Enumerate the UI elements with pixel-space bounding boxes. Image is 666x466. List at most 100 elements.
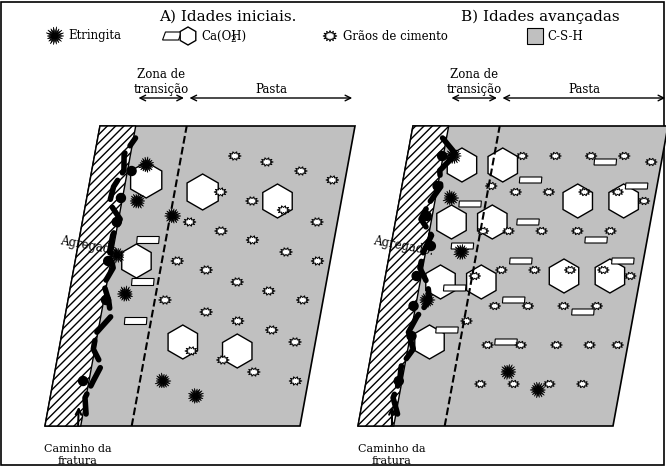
Polygon shape	[489, 302, 501, 310]
Polygon shape	[415, 325, 444, 359]
Polygon shape	[311, 257, 324, 265]
Text: Grãos de cimento: Grãos de cimento	[343, 29, 448, 42]
Polygon shape	[165, 209, 181, 223]
Polygon shape	[200, 308, 212, 316]
Polygon shape	[326, 176, 339, 184]
Polygon shape	[222, 334, 252, 368]
Polygon shape	[46, 27, 64, 45]
Text: Agregado.: Agregado.	[372, 234, 434, 258]
FancyBboxPatch shape	[527, 28, 543, 44]
Polygon shape	[231, 317, 244, 325]
Polygon shape	[310, 218, 324, 226]
Polygon shape	[45, 126, 136, 426]
Polygon shape	[549, 259, 579, 293]
Polygon shape	[188, 388, 204, 404]
Polygon shape	[577, 380, 589, 388]
Polygon shape	[495, 339, 517, 345]
Text: Pasta: Pasta	[568, 83, 600, 96]
Polygon shape	[595, 259, 625, 293]
Polygon shape	[509, 258, 532, 264]
Circle shape	[79, 377, 88, 385]
Polygon shape	[358, 126, 449, 426]
Polygon shape	[448, 148, 477, 182]
Polygon shape	[263, 184, 292, 218]
Polygon shape	[501, 364, 516, 380]
Polygon shape	[535, 227, 547, 235]
Polygon shape	[549, 152, 561, 160]
Circle shape	[101, 295, 111, 304]
Polygon shape	[611, 188, 623, 196]
Polygon shape	[131, 279, 154, 286]
Polygon shape	[624, 272, 636, 280]
Polygon shape	[482, 341, 494, 349]
Polygon shape	[478, 205, 507, 239]
Polygon shape	[444, 285, 466, 291]
Polygon shape	[451, 243, 474, 249]
Polygon shape	[625, 183, 648, 189]
Polygon shape	[277, 206, 290, 214]
Polygon shape	[486, 182, 498, 190]
Polygon shape	[323, 30, 337, 41]
Polygon shape	[296, 296, 309, 304]
Polygon shape	[516, 152, 528, 160]
Polygon shape	[611, 258, 634, 264]
Polygon shape	[459, 201, 482, 207]
Text: Caminho da
fratura: Caminho da fratura	[44, 444, 112, 466]
Polygon shape	[530, 382, 545, 398]
Polygon shape	[180, 27, 196, 45]
Polygon shape	[294, 167, 307, 175]
Polygon shape	[517, 219, 539, 225]
Polygon shape	[187, 174, 218, 210]
Polygon shape	[496, 266, 507, 274]
Polygon shape	[420, 293, 435, 308]
Polygon shape	[168, 325, 198, 359]
Polygon shape	[214, 188, 227, 196]
Polygon shape	[594, 159, 617, 165]
Polygon shape	[597, 266, 609, 274]
Polygon shape	[228, 152, 241, 160]
Circle shape	[127, 166, 136, 176]
Polygon shape	[467, 265, 496, 299]
Text: Zona de
transição: Zona de transição	[447, 68, 501, 96]
Polygon shape	[289, 377, 302, 385]
Circle shape	[422, 212, 432, 220]
Polygon shape	[155, 373, 171, 388]
Polygon shape	[515, 341, 527, 349]
Polygon shape	[502, 297, 525, 303]
Text: B) Idades avançadas: B) Idades avançadas	[461, 10, 620, 24]
Polygon shape	[437, 205, 466, 239]
Polygon shape	[454, 244, 469, 260]
Polygon shape	[645, 158, 657, 166]
Polygon shape	[618, 152, 630, 160]
Polygon shape	[288, 338, 302, 346]
Polygon shape	[564, 266, 576, 274]
Polygon shape	[477, 227, 489, 235]
Polygon shape	[436, 327, 458, 333]
Text: Caminho da
fratura: Caminho da fratura	[358, 444, 426, 466]
Polygon shape	[551, 341, 563, 349]
Polygon shape	[247, 368, 260, 376]
Circle shape	[433, 181, 442, 191]
Text: 2: 2	[230, 34, 236, 43]
Polygon shape	[585, 237, 607, 243]
Polygon shape	[214, 227, 228, 235]
Polygon shape	[200, 266, 212, 274]
Polygon shape	[426, 265, 456, 299]
Polygon shape	[358, 126, 666, 426]
Polygon shape	[509, 188, 521, 196]
Polygon shape	[130, 194, 145, 208]
Polygon shape	[216, 356, 229, 364]
Polygon shape	[609, 184, 639, 218]
Polygon shape	[557, 302, 569, 310]
Circle shape	[117, 193, 125, 203]
Polygon shape	[265, 326, 278, 334]
Polygon shape	[503, 227, 515, 235]
Circle shape	[104, 256, 113, 266]
Polygon shape	[543, 188, 555, 196]
Polygon shape	[246, 197, 258, 206]
Circle shape	[426, 241, 436, 251]
Circle shape	[409, 302, 418, 310]
Polygon shape	[183, 218, 196, 226]
Circle shape	[394, 377, 404, 385]
Polygon shape	[159, 296, 172, 304]
